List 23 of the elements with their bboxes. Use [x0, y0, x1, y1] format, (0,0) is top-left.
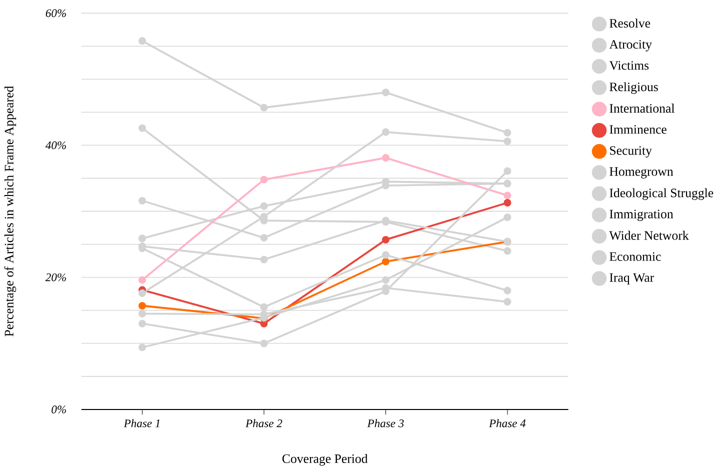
y-tick-label: 0%: [52, 406, 66, 414]
y-tick-label: 60%: [46, 9, 66, 18]
legend-label: Iraq War: [610, 273, 654, 285]
x-tick-label: Phase 3: [367, 419, 404, 428]
y-tick-label: 40%: [45, 141, 66, 150]
x-axis-title: Coverage Period: [282, 454, 368, 466]
legend-label: Immigration: [610, 210, 674, 222]
y-tick-label: 20%: [45, 273, 66, 282]
legend-label: Wider Network: [609, 230, 689, 240]
legend-label: Resolve: [610, 18, 650, 28]
x-tick-label: Phase 1: [124, 419, 160, 428]
x-tick-label: Phase 4: [488, 419, 526, 428]
legend-label: International: [610, 104, 674, 113]
legend-label: Ideological Struggle: [610, 188, 714, 200]
legend-label: Religious: [610, 82, 658, 94]
legend-label: Homegrown: [610, 167, 674, 178]
legend-label: Imminence: [610, 125, 666, 134]
legend-label: Victims: [609, 61, 649, 70]
x-tick-label: Phase 2: [245, 419, 282, 428]
legend-label: Security: [610, 146, 652, 158]
y-axis-title: Percentage of Articles in which Frame Appeared: [4, 86, 16, 336]
legend-label: Atrocity: [609, 40, 652, 52]
legend-label: Economic: [610, 252, 661, 261]
